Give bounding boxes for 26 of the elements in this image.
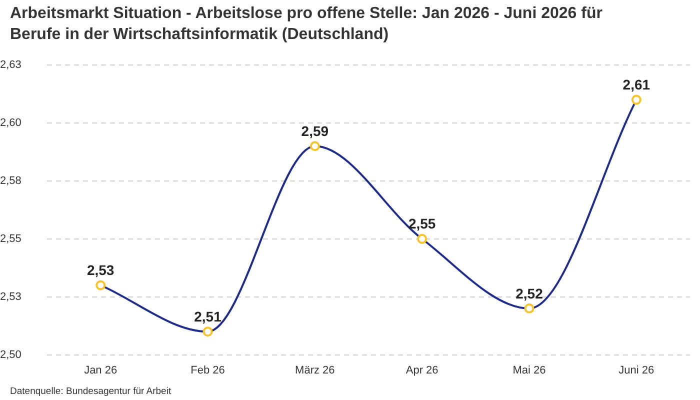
x-tick-label: Apr 26 bbox=[406, 364, 438, 376]
x-tick-label: Juni 26 bbox=[618, 364, 654, 376]
data-label: 2,52 bbox=[516, 285, 544, 302]
y-tick-label: 2,63 bbox=[0, 59, 22, 72]
x-tick-label: März 26 bbox=[295, 364, 335, 376]
text: Datenquelle: Bundesagentur für Arbeit bbox=[10, 386, 172, 397]
y-tick-label: 2,53 bbox=[0, 290, 22, 303]
x-tick-label: Jan 26 bbox=[84, 364, 118, 376]
y-tick-label: 2,58 bbox=[0, 174, 22, 187]
data-label: 2,59 bbox=[301, 123, 329, 140]
data-label: 2,53 bbox=[86, 262, 114, 278]
y-tick-label: 2,60 bbox=[0, 116, 22, 129]
chart-title: Arbeitsmarkt Situation - Arbeitslose pro offene Stelle: Jan 2026 - Juni 2026 für Berufe in der Wirtschaftsinformatik (Deutschland) bbox=[10, 4, 604, 45]
point bbox=[631, 94, 642, 105]
point bbox=[524, 303, 534, 314]
y-tick-label: 2,55 bbox=[0, 232, 22, 245]
data-label: 2,61 bbox=[622, 76, 650, 93]
point bbox=[96, 280, 106, 290]
x-tick-label: Feb 26 bbox=[190, 364, 225, 376]
point bbox=[417, 234, 428, 244]
y-tick-label: 2,50 bbox=[0, 348, 22, 361]
x-tick-label: Mai 26 bbox=[512, 364, 546, 376]
point bbox=[310, 141, 320, 152]
point bbox=[202, 326, 213, 337]
data-label: 2,51 bbox=[194, 308, 222, 324]
data-label: 2,55 bbox=[408, 216, 436, 232]
